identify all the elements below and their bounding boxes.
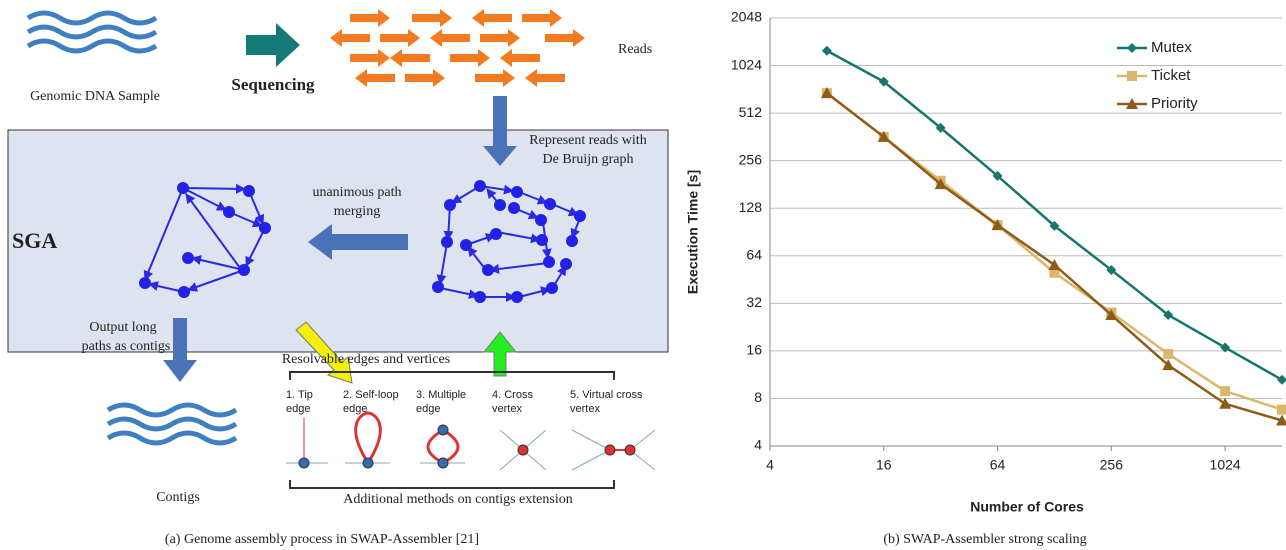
y-tick-label: 512 <box>739 104 763 120</box>
reads-arrows <box>330 9 585 87</box>
x-axis-label: Number of Cores <box>970 499 1084 515</box>
marker <box>822 46 832 56</box>
diagram: Genomic DNA Sample Sequencing Reads Repr… <box>8 9 668 547</box>
case-label: 2. Self-loop <box>343 389 399 401</box>
marker <box>1220 386 1230 396</box>
arrow <box>246 23 300 67</box>
x-tick-label: 64 <box>990 457 1006 473</box>
y-tick-label: 128 <box>739 199 763 215</box>
marker <box>1163 349 1173 359</box>
bracket <box>290 480 614 488</box>
y-tick-label: 1024 <box>731 56 762 72</box>
y-axis-label: Execution Time [s] <box>685 170 701 294</box>
series-line <box>827 93 1282 420</box>
marker <box>1127 71 1137 81</box>
case-label: 3. Multiple <box>416 389 466 401</box>
case-label: vertex <box>570 403 600 415</box>
legend-label: Priority <box>1151 95 1198 112</box>
marker <box>1127 43 1137 53</box>
series-line <box>827 93 1282 409</box>
contig-waves <box>108 405 236 443</box>
y-tick-label: 2048 <box>731 9 762 25</box>
sga-label: SGA <box>12 228 57 253</box>
y-tick-label: 32 <box>746 294 762 310</box>
contigs-label: Contigs <box>156 490 200 505</box>
represent-label: De Bruijn graph <box>543 152 634 167</box>
series-line <box>827 51 1282 380</box>
y-tick-label: 8 <box>754 389 762 405</box>
case-drawings <box>286 413 655 470</box>
legend-label: Ticket <box>1151 67 1191 84</box>
figure: Genomic DNA Sample Sequencing Reads Repr… <box>0 0 1286 550</box>
case-label: 1. Tip <box>286 389 313 401</box>
additional-label: Additional methods on contigs extension <box>343 492 572 507</box>
case-label: vertex <box>492 403 522 415</box>
y-tick-label: 4 <box>754 437 762 453</box>
cases: 1. Tip edge 2. Self-loop edge 3. Multipl… <box>286 389 643 415</box>
caption: (b) SWAP-Assembler strong scaling <box>883 532 1086 547</box>
merging-label: unanimous path <box>312 185 401 200</box>
resolvable-label: Resolvable edges and vertices <box>282 352 450 367</box>
y-tick-label: 16 <box>746 342 762 358</box>
x-tick-label: 16 <box>876 457 892 473</box>
case-label: edge <box>286 403 310 415</box>
output-label: paths as contigs <box>82 339 171 354</box>
sequencing-label: Sequencing <box>231 75 315 94</box>
y-tick-label: 256 <box>739 151 763 167</box>
x-tick-label: 4 <box>766 457 774 473</box>
caption: (a) Genome assembly process in SWAP-Asse… <box>165 532 479 547</box>
dna-waves <box>28 13 156 51</box>
sample-label: Genomic DNA Sample <box>30 89 160 104</box>
case-label: edge <box>416 403 440 415</box>
represent-label: Represent reads with <box>529 133 646 148</box>
x-tick-label: 1024 <box>1210 457 1241 473</box>
merging-label: merging <box>334 204 380 219</box>
y-tick-label: 64 <box>746 246 762 262</box>
reads-label: Reads <box>618 42 652 57</box>
legend-label: Mutex <box>1151 39 1192 56</box>
case-label: 5. Virtual cross <box>570 389 643 401</box>
x-tick-label: 256 <box>1100 457 1124 473</box>
marker <box>1277 405 1286 415</box>
chart: Execution Time [s] Number of Cores (b) S… <box>685 9 1286 548</box>
output-label: Output long <box>89 320 156 335</box>
case-label: 4. Cross <box>492 389 533 401</box>
